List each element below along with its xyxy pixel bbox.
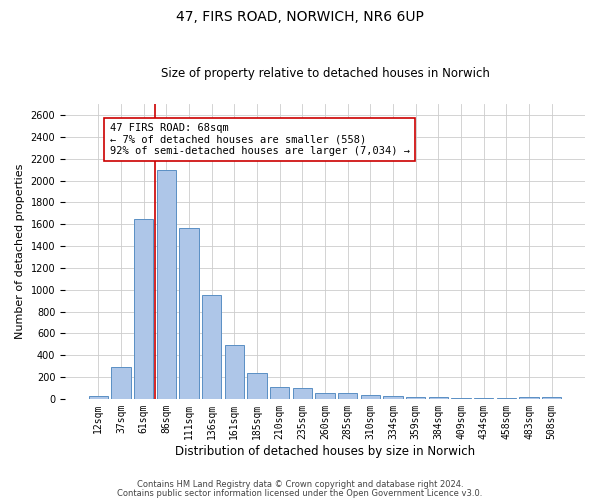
Bar: [293, 388, 312, 399]
Bar: [202, 295, 221, 399]
Bar: [134, 219, 153, 399]
Bar: [338, 394, 358, 399]
Bar: [361, 395, 380, 399]
Text: Contains public sector information licensed under the Open Government Licence v3: Contains public sector information licen…: [118, 489, 482, 498]
Bar: [270, 387, 289, 399]
Bar: [157, 170, 176, 399]
Title: Size of property relative to detached houses in Norwich: Size of property relative to detached ho…: [161, 66, 490, 80]
Bar: [383, 396, 403, 399]
Bar: [247, 373, 266, 399]
Bar: [497, 398, 516, 399]
Bar: [89, 396, 108, 399]
Text: 47 FIRS ROAD: 68sqm
← 7% of detached houses are smaller (558)
92% of semi-detach: 47 FIRS ROAD: 68sqm ← 7% of detached hou…: [110, 123, 410, 156]
Bar: [474, 398, 493, 399]
Y-axis label: Number of detached properties: Number of detached properties: [15, 164, 25, 339]
Bar: [224, 346, 244, 399]
Bar: [112, 367, 131, 399]
X-axis label: Distribution of detached houses by size in Norwich: Distribution of detached houses by size …: [175, 444, 475, 458]
Bar: [179, 228, 199, 399]
Bar: [520, 396, 539, 399]
Bar: [316, 394, 335, 399]
Bar: [406, 396, 425, 399]
Text: Contains HM Land Registry data © Crown copyright and database right 2024.: Contains HM Land Registry data © Crown c…: [137, 480, 463, 489]
Bar: [451, 398, 470, 399]
Bar: [542, 396, 562, 399]
Bar: [429, 396, 448, 399]
Text: 47, FIRS ROAD, NORWICH, NR6 6UP: 47, FIRS ROAD, NORWICH, NR6 6UP: [176, 10, 424, 24]
